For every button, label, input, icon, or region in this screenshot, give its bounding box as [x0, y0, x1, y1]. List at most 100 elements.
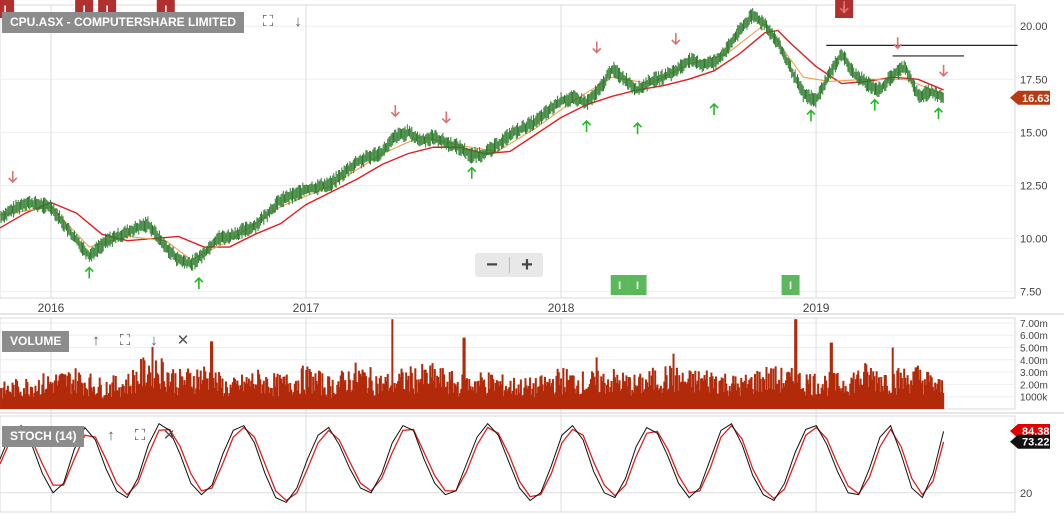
volume-bar — [488, 388, 491, 409]
volume-bar — [574, 393, 577, 409]
volume-bar — [742, 382, 745, 409]
close-icon[interactable]: ✕ — [176, 332, 190, 349]
volume-bar — [748, 380, 751, 409]
volume-bar — [37, 380, 40, 409]
volume-bar — [723, 392, 726, 409]
volume-bar — [280, 378, 283, 409]
volume-bar — [405, 372, 408, 409]
volume-bar — [483, 379, 486, 409]
volume-bar — [898, 388, 901, 409]
close-icon[interactable]: ✕ — [162, 427, 176, 444]
volume-bar — [72, 379, 75, 409]
volume-bar — [1, 398, 4, 409]
volume-bar — [33, 392, 36, 409]
moving-average-long — [0, 29, 944, 248]
zoom-out-button[interactable]: − — [486, 254, 498, 276]
volume-bar — [65, 386, 68, 409]
volume-bar — [911, 385, 914, 409]
volume-bar — [902, 389, 905, 409]
volume-bar — [39, 395, 42, 409]
volume-bar — [735, 390, 738, 409]
symbol-label[interactable]: CPU.ASX - COMPUTERSHARE LIMITED — [2, 12, 245, 33]
volume-bar — [928, 381, 931, 409]
volume-bar — [619, 391, 622, 409]
volume-bar — [919, 369, 922, 409]
volume-bar — [400, 368, 403, 409]
arrow-up-icon[interactable]: ↑ — [107, 427, 115, 444]
volume-bar — [401, 372, 404, 409]
volume-bar — [719, 380, 722, 409]
volume-bar — [451, 370, 454, 409]
volume-bar — [302, 389, 305, 409]
volume-bar — [339, 375, 342, 409]
volume-bar — [362, 371, 365, 409]
volume-bar — [933, 390, 936, 409]
volume-bar — [673, 392, 676, 409]
arrow-down-icon[interactable]: ↓ — [150, 332, 158, 349]
volume-bar — [564, 391, 567, 409]
zoom-in-button[interactable]: + — [521, 254, 533, 276]
arrow-up-icon[interactable]: ↑ — [92, 332, 100, 349]
volume-bar — [59, 374, 62, 409]
volume-bar — [725, 383, 728, 409]
volume-bar — [750, 377, 753, 409]
volume-bar — [105, 381, 108, 409]
volume-bar — [790, 367, 793, 409]
volume-bar — [631, 389, 634, 409]
volume-bar — [112, 375, 115, 409]
arrow-down-icon[interactable]: ↓ — [294, 13, 302, 30]
volume-bar — [383, 384, 386, 409]
volume-bar — [266, 378, 269, 409]
volume-bar — [262, 380, 265, 409]
volume-bar — [727, 396, 730, 409]
volume-bar — [782, 383, 785, 409]
volume-bar — [370, 380, 373, 409]
expand-icon[interactable]: ⛶ — [134, 427, 146, 444]
volume-bar — [50, 384, 53, 409]
volume-bar — [795, 319, 798, 409]
volume-bar — [843, 392, 846, 409]
volume-bar — [620, 388, 623, 409]
volume-bar — [931, 386, 934, 409]
volume-bar — [274, 386, 277, 409]
volume-bar — [912, 371, 915, 409]
event-marker-letter: I — [164, 4, 167, 16]
volume-bar — [704, 379, 707, 409]
volume-bar — [900, 378, 903, 409]
volume-bar — [431, 363, 434, 409]
volume-bar — [130, 393, 133, 409]
event-markers: I I I I II I I — [0, 0, 854, 295]
volume-bar — [156, 372, 159, 409]
expand-icon[interactable]: ⛶ — [119, 332, 131, 349]
volume-bar — [22, 388, 25, 409]
volume-bar — [856, 374, 859, 409]
volume-bar — [160, 358, 163, 409]
volume-bar — [599, 391, 602, 409]
stoch-panel-frame — [0, 415, 1016, 513]
volume-bar — [688, 370, 691, 409]
volume-bar — [356, 382, 359, 409]
volume-bar — [759, 378, 762, 409]
volume-bar — [272, 396, 275, 409]
volume-bar — [671, 385, 674, 409]
expand-icon[interactable]: ⛶ — [262, 13, 274, 30]
volume-label[interactable]: VOLUME — [2, 331, 70, 352]
volume-bar — [639, 373, 642, 409]
volume-bar — [80, 382, 83, 409]
volume-bar — [275, 377, 278, 409]
arrow-up-icon — [806, 109, 816, 122]
volume-bar — [316, 384, 319, 409]
volume-bar — [519, 379, 522, 409]
volume-bar — [656, 384, 659, 409]
volume-bar — [625, 375, 628, 409]
volume-bar — [577, 380, 580, 409]
volume-bar — [758, 371, 761, 409]
volume-bar — [63, 374, 66, 409]
volume-bar — [627, 377, 630, 409]
stoch-label[interactable]: STOCH (14) — [2, 426, 85, 447]
volume-bar — [930, 377, 933, 409]
volume-bar — [860, 384, 863, 409]
volume-bar — [938, 379, 941, 409]
